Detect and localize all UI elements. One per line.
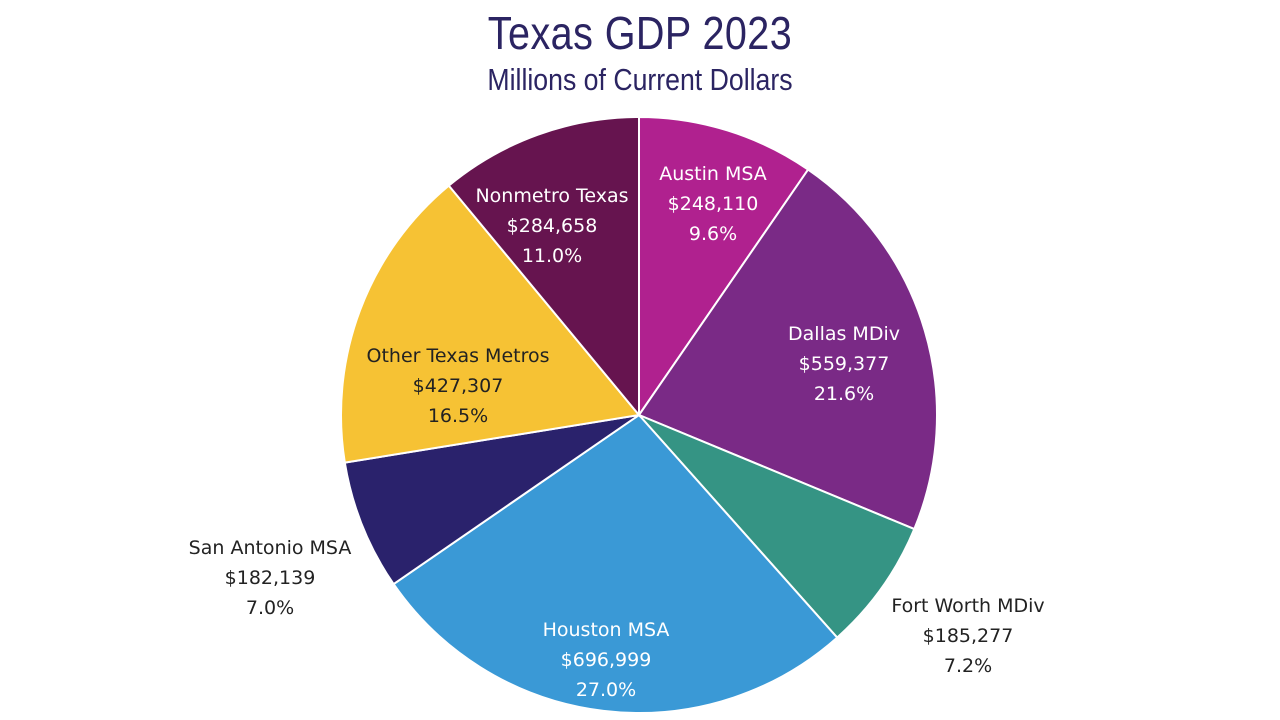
slice-label: Fort Worth MDiv $185,277 7.2% xyxy=(891,595,1044,677)
slice-label-value: $559,377 xyxy=(799,353,890,375)
slice-label-value: $182,139 xyxy=(225,567,316,589)
slice-label-name: Houston MSA xyxy=(543,619,670,641)
slice-label: San Antonio MSA $182,139 7.0% xyxy=(189,537,352,619)
slice-label-percent: 27.0% xyxy=(576,679,636,701)
slice-label-name: Fort Worth MDiv xyxy=(891,595,1044,617)
slice-label-percent: 7.0% xyxy=(246,597,294,619)
slice-label-name: Other Texas Metros xyxy=(367,345,550,367)
slice-label-name: San Antonio MSA xyxy=(189,537,352,559)
slice-label-name: Nonmetro Texas xyxy=(475,185,628,207)
slice-label-percent: 11.0% xyxy=(522,245,582,267)
pie-chart: Austin MSA $248,110 9.6% Dallas MDiv $559,37… xyxy=(0,0,1280,720)
slice-label-percent: 21.6% xyxy=(814,383,874,405)
slice-label-value: $248,110 xyxy=(668,193,759,215)
slice-label-value: $284,658 xyxy=(507,215,598,237)
slice-label-name: Austin MSA xyxy=(659,163,767,185)
slice-label-percent: 16.5% xyxy=(428,405,488,427)
slice-label-name: Dallas MDiv xyxy=(788,323,900,345)
slice-label-value: $696,999 xyxy=(561,649,652,671)
slice-label-value: $427,307 xyxy=(413,375,504,397)
slice-label-value: $185,277 xyxy=(923,625,1014,647)
slice-label-percent: 7.2% xyxy=(944,655,992,677)
slice-label-percent: 9.6% xyxy=(689,223,737,245)
